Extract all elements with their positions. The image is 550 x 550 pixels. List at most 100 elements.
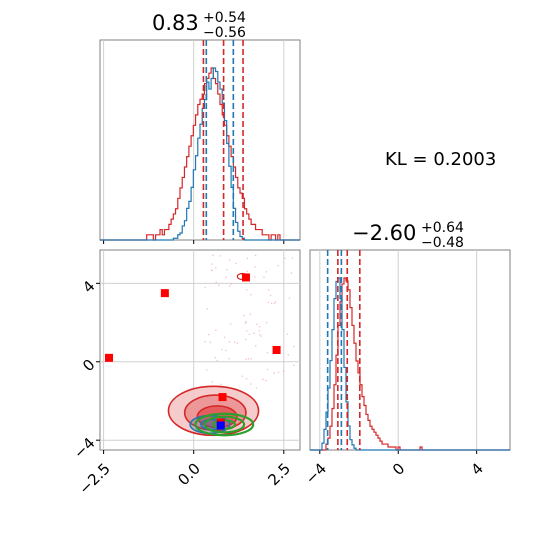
scatter-point bbox=[221, 348, 223, 351]
scatter-point bbox=[254, 266, 256, 268]
scatter-point bbox=[260, 335, 262, 337]
scatter-point bbox=[219, 255, 222, 257]
scatter-point bbox=[291, 257, 294, 259]
scatter-y-tick-label: −4 bbox=[70, 434, 98, 462]
scatter-point bbox=[216, 359, 219, 362]
scatter-point bbox=[215, 329, 217, 332]
red-square-marker bbox=[160, 289, 169, 298]
scatter-point bbox=[290, 272, 293, 274]
scatter-point bbox=[235, 262, 237, 265]
param2-title-plus: +0.64 bbox=[421, 220, 464, 236]
scatter-point bbox=[273, 372, 275, 374]
param2-title-minus: −0.48 bbox=[421, 235, 464, 251]
param2-title-value: −2.60 bbox=[352, 221, 416, 245]
scatter-x-tick-label: −2.5 bbox=[75, 460, 113, 498]
scatter-point bbox=[246, 257, 249, 260]
scatter-point bbox=[228, 357, 231, 360]
scatter-point bbox=[241, 375, 244, 378]
scatter-point bbox=[249, 383, 252, 385]
hist2-x-tick-label: 4 bbox=[467, 460, 486, 479]
scatter-point bbox=[246, 270, 249, 273]
scatter-point bbox=[208, 333, 210, 336]
red-square-marker bbox=[218, 393, 227, 402]
scatter-point bbox=[223, 336, 226, 338]
hist-panel-param1 bbox=[99, 39, 301, 244]
scatter-point bbox=[226, 269, 228, 271]
scatter-point bbox=[287, 354, 290, 356]
scatter-point bbox=[218, 284, 220, 286]
scatter-point bbox=[230, 283, 232, 285]
scatter-point bbox=[225, 349, 227, 352]
scatter-point bbox=[254, 254, 257, 257]
blue-square-marker bbox=[216, 421, 225, 430]
scatter-point bbox=[209, 341, 212, 344]
scatter-point bbox=[236, 342, 239, 344]
scatter-point bbox=[266, 351, 269, 354]
scatter-point bbox=[274, 300, 277, 303]
scatter-point bbox=[267, 289, 270, 291]
hist2-x-tick-label: 0 bbox=[389, 460, 408, 479]
scatter-point bbox=[266, 368, 269, 371]
hist2-blue-series bbox=[310, 277, 510, 451]
red-square-marker bbox=[272, 346, 281, 354]
scatter-point bbox=[245, 330, 248, 332]
scatter-point bbox=[293, 364, 295, 367]
scatter-point bbox=[229, 285, 231, 287]
scatter-point bbox=[263, 276, 265, 279]
scatter-point bbox=[265, 379, 267, 382]
scatter-point bbox=[204, 340, 206, 343]
scatter-point bbox=[269, 294, 272, 297]
scatter-point bbox=[284, 257, 286, 260]
hist2-x-tick-label: −4 bbox=[302, 460, 330, 488]
scatter-point bbox=[211, 380, 214, 383]
scatter-point bbox=[288, 297, 291, 299]
scatter-point bbox=[214, 266, 217, 269]
scatter-point bbox=[270, 302, 273, 305]
hist1-red-series bbox=[100, 67, 300, 241]
scatter-point bbox=[254, 276, 256, 278]
scatter-point bbox=[242, 314, 245, 317]
scatter-point bbox=[205, 369, 208, 371]
param1-title-minus: −0.56 bbox=[203, 25, 246, 41]
scatter-point bbox=[258, 333, 261, 336]
scatter-point bbox=[282, 370, 285, 372]
hist-panel-param1-frame bbox=[99, 39, 301, 241]
scatter-point bbox=[267, 301, 270, 304]
scatter-point bbox=[220, 383, 222, 386]
scatter-point bbox=[250, 358, 253, 360]
scatter-panel-frame bbox=[99, 249, 301, 451]
scatter-point bbox=[210, 269, 213, 272]
scatter-point bbox=[265, 271, 268, 273]
scatter-point bbox=[244, 322, 247, 324]
scatter-point bbox=[253, 332, 255, 335]
scatter-point bbox=[225, 276, 227, 278]
scatter-point bbox=[247, 357, 250, 360]
scatter-point bbox=[265, 321, 268, 324]
scatter-point bbox=[206, 307, 209, 310]
scatter-panel bbox=[96, 249, 301, 454]
scatter-point bbox=[244, 338, 247, 341]
scatter-point bbox=[262, 378, 264, 381]
scatter-point bbox=[215, 281, 218, 284]
scatter-y-tick-label: 4 bbox=[79, 277, 98, 296]
scatter-point bbox=[293, 345, 295, 348]
red-square-marker bbox=[105, 353, 114, 362]
scatter-point bbox=[245, 320, 247, 323]
scatter-point bbox=[245, 288, 248, 291]
scatter-point bbox=[204, 286, 207, 289]
scatter-x-tick-label: 0.0 bbox=[174, 460, 204, 490]
scatter-point bbox=[248, 333, 251, 336]
red-square-marker bbox=[241, 273, 250, 282]
scatter-point bbox=[256, 323, 258, 326]
scatter-y-tick-label: 0 bbox=[79, 356, 98, 375]
scatter-x-tick-label: 2.5 bbox=[264, 460, 294, 490]
scatter-point bbox=[273, 302, 276, 305]
green-contour bbox=[203, 415, 246, 434]
hist-panel-param2 bbox=[309, 249, 511, 454]
green-contour bbox=[194, 412, 255, 437]
scatter-point bbox=[255, 387, 258, 389]
hist2-red-series bbox=[310, 277, 510, 451]
scatter-point bbox=[211, 263, 213, 265]
scatter-point bbox=[214, 356, 217, 359]
